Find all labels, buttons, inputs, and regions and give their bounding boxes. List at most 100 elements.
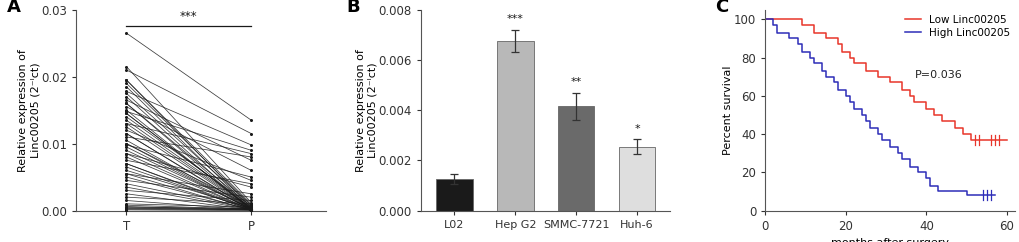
Low Linc00205	[826, 37, 839, 40]
Low Linc00205	[935, 119, 948, 122]
Low Linc00205	[871, 75, 883, 78]
Low Linc00205	[996, 138, 1008, 141]
High Linc00205	[875, 138, 888, 141]
Low Linc00205	[919, 108, 931, 111]
High Linc00205	[839, 94, 851, 97]
High Linc00205	[826, 81, 839, 84]
Low Linc00205	[991, 138, 1004, 141]
High Linc00205	[911, 171, 923, 174]
Text: ***: ***	[506, 14, 523, 24]
Low Linc00205	[892, 81, 904, 84]
High Linc00205	[979, 194, 991, 197]
Low Linc00205	[971, 138, 983, 141]
Low Linc00205	[843, 56, 855, 59]
Text: *: *	[634, 124, 639, 134]
Low Linc00205	[807, 31, 819, 34]
High Linc00205	[766, 23, 779, 26]
High Linc00205	[983, 194, 996, 197]
Bar	[496, 41, 533, 211]
High Linc00205	[803, 56, 815, 59]
Low Linc00205	[1000, 138, 1012, 141]
Low Linc00205	[983, 138, 996, 141]
High Linc00205	[847, 108, 859, 111]
High Linc00205	[919, 177, 931, 180]
Text: C: C	[714, 0, 728, 16]
Text: P=0.036: P=0.036	[914, 70, 962, 80]
Low Linc00205	[964, 138, 976, 141]
Low Linc00205	[956, 133, 968, 136]
Low Linc00205	[927, 113, 940, 116]
High Linc00205	[975, 194, 987, 197]
Low Linc00205	[923, 108, 935, 111]
High Linc00205	[871, 133, 883, 136]
Y-axis label: Relative expression of
Linc00205 (2⁻ᴵct): Relative expression of Linc00205 (2⁻ᴵct)	[356, 49, 377, 172]
Low Linc00205	[968, 138, 980, 141]
Line: Low Linc00205: Low Linc00205	[764, 19, 1006, 140]
Line: High Linc00205: High Linc00205	[764, 19, 994, 195]
Low Linc00205	[847, 62, 859, 65]
High Linc00205	[931, 190, 944, 193]
Legend: Low Linc00205, High Linc00205: Low Linc00205, High Linc00205	[902, 13, 1011, 40]
Low Linc00205	[895, 89, 907, 91]
High Linc00205	[758, 18, 770, 21]
High Linc00205	[819, 75, 832, 78]
High Linc00205	[944, 190, 956, 193]
High Linc00205	[855, 113, 867, 116]
Low Linc00205	[774, 18, 787, 21]
Low Linc00205	[940, 119, 952, 122]
Low Linc00205	[811, 31, 823, 34]
High Linc00205	[883, 146, 896, 149]
Low Linc00205	[783, 18, 795, 21]
Low Linc00205	[907, 100, 919, 103]
High Linc00205	[960, 194, 972, 197]
Y-axis label: Percent survival: Percent survival	[721, 65, 732, 155]
Bar	[557, 106, 594, 211]
High Linc00205	[923, 184, 935, 187]
Low Linc00205	[835, 50, 847, 53]
Low Linc00205	[867, 69, 879, 72]
High Linc00205	[892, 152, 904, 155]
High Linc00205	[843, 100, 855, 103]
Low Linc00205	[948, 127, 960, 130]
Bar	[436, 179, 472, 211]
Text: **: **	[570, 77, 581, 87]
Low Linc00205	[975, 138, 987, 141]
Low Linc00205	[911, 100, 923, 103]
High Linc00205	[815, 69, 827, 72]
High Linc00205	[770, 31, 783, 34]
Low Linc00205	[855, 62, 867, 65]
High Linc00205	[935, 190, 948, 193]
High Linc00205	[952, 190, 964, 193]
Low Linc00205	[791, 18, 803, 21]
X-axis label: months after surgery: months after surgery	[830, 238, 949, 242]
High Linc00205	[968, 194, 980, 197]
Text: A: A	[6, 0, 20, 16]
Low Linc00205	[859, 69, 871, 72]
Text: B: B	[345, 0, 360, 16]
High Linc00205	[807, 62, 819, 65]
Y-axis label: Relative expression of
Linc00205 (2⁻ᴵct): Relative expression of Linc00205 (2⁻ᴵct)	[18, 49, 40, 172]
High Linc00205	[859, 119, 871, 122]
High Linc00205	[795, 50, 807, 53]
Low Linc00205	[819, 37, 832, 40]
Low Linc00205	[883, 81, 896, 84]
High Linc00205	[903, 165, 915, 168]
High Linc00205	[830, 89, 843, 91]
Low Linc00205	[795, 23, 807, 26]
High Linc00205	[987, 194, 1000, 197]
Low Linc00205	[875, 75, 888, 78]
High Linc00205	[779, 31, 791, 34]
Low Linc00205	[879, 75, 892, 78]
Low Linc00205	[803, 23, 815, 26]
High Linc00205	[783, 37, 795, 40]
Low Linc00205	[758, 18, 770, 21]
High Linc00205	[791, 43, 803, 45]
Low Linc00205	[987, 138, 1000, 141]
Low Linc00205	[952, 127, 964, 130]
High Linc00205	[895, 158, 907, 160]
Bar	[619, 146, 654, 211]
Low Linc00205	[766, 18, 779, 21]
High Linc00205	[863, 127, 875, 130]
Text: ***: ***	[179, 10, 198, 23]
Low Linc00205	[830, 43, 843, 45]
